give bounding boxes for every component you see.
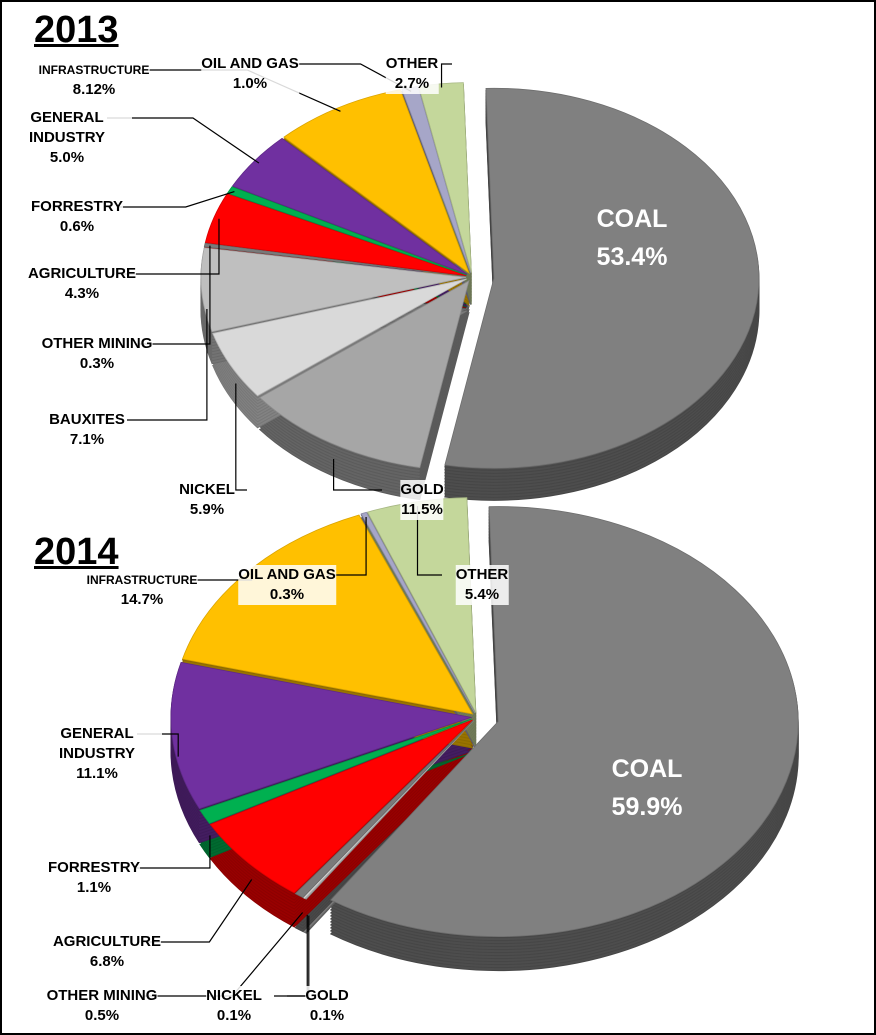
value-label: 0.6% bbox=[59, 218, 95, 235]
category-label: INFRASTRUCTURE bbox=[86, 573, 198, 587]
category-label: AGRICULTURE bbox=[52, 933, 162, 950]
category-label: NICKEL bbox=[206, 987, 262, 1004]
leader-line bbox=[416, 506, 442, 576]
slice-label: AGRICULTURE 6.8% bbox=[52, 932, 162, 972]
value-label: 2.7% bbox=[394, 75, 430, 92]
leader-line bbox=[122, 218, 220, 275]
category-label: OTHER MINING bbox=[41, 335, 153, 352]
value-label: 0.1% bbox=[216, 1007, 252, 1024]
slice-label: OIL AND GAS 1.0% bbox=[201, 54, 299, 94]
slice bbox=[199, 718, 472, 825]
leader-line bbox=[127, 308, 208, 421]
slice bbox=[212, 278, 467, 397]
slice-label: OTHER 2.7% bbox=[385, 54, 439, 94]
leader-line bbox=[142, 912, 304, 997]
value-label: 11.5% bbox=[401, 501, 443, 518]
value-label: 8.12% bbox=[72, 81, 116, 98]
slice-label: NICKEL 5.9% bbox=[179, 480, 235, 520]
slice-label: OTHER 5.4% bbox=[455, 565, 509, 605]
category-label: NICKEL bbox=[179, 481, 235, 498]
category-label: FORRESTRY bbox=[48, 859, 140, 876]
category-label: BAUXITES bbox=[49, 411, 125, 428]
leader-line bbox=[134, 835, 211, 869]
slice bbox=[226, 186, 467, 276]
slice-label: BAUXITES 7.1% bbox=[49, 410, 125, 450]
leader-line bbox=[235, 383, 247, 491]
slice-label: OTHER MINING 0.5% bbox=[46, 986, 158, 1026]
category-label: OIL AND GAS bbox=[201, 55, 299, 72]
slice bbox=[444, 87, 760, 469]
leader-line bbox=[440, 63, 452, 88]
leader-line bbox=[333, 458, 382, 491]
slice-label: NICKEL 0.1% bbox=[206, 986, 262, 1026]
slice-label: COAL 59.9% bbox=[612, 750, 683, 826]
pie-title: 2013 bbox=[34, 9, 119, 51]
value-label: 6.8% bbox=[89, 953, 125, 970]
value-label: 53.4% bbox=[596, 243, 668, 271]
slice-label: GOLD 11.5% bbox=[400, 480, 444, 520]
value-label: 7.1% bbox=[69, 431, 105, 448]
value-label: 0.1% bbox=[309, 1007, 345, 1024]
category-label: GOLD bbox=[305, 987, 349, 1004]
slice-label: FORRESTRY 0.6% bbox=[31, 197, 123, 237]
leader-line bbox=[107, 117, 260, 164]
category-label: COAL bbox=[611, 755, 683, 783]
slice-label: INFRASTRUCTURE 14.7% bbox=[86, 570, 198, 610]
leader-line bbox=[137, 245, 211, 345]
category-label: OTHER bbox=[455, 566, 509, 583]
slice-label: OIL AND GAS 0.3% bbox=[238, 565, 336, 605]
value-label: 1.0% bbox=[232, 75, 268, 92]
value-label: 0.3% bbox=[79, 355, 115, 372]
slice-label: GOLD 0.1% bbox=[305, 986, 349, 1026]
value-label: 4.3% bbox=[64, 285, 100, 302]
leader-line bbox=[327, 517, 367, 576]
pie-title: 2014 bbox=[34, 531, 119, 573]
value-label: 1.1% bbox=[76, 879, 112, 896]
category-label: FORRESTRY bbox=[31, 198, 123, 215]
slice-label: GENERAL INDUSTRY 5.0% bbox=[2, 108, 132, 168]
leader-line bbox=[117, 191, 235, 208]
value-label: 5.4% bbox=[464, 586, 500, 603]
slice bbox=[200, 247, 467, 333]
slice bbox=[294, 720, 474, 899]
slice bbox=[203, 242, 467, 277]
category-label: INFRASTRUCTURE bbox=[38, 63, 150, 77]
category-label: GOLD bbox=[400, 481, 444, 498]
slice bbox=[360, 511, 476, 714]
slice-label: AGRICULTURE 4.3% bbox=[27, 264, 137, 304]
category-label: OTHER MINING bbox=[46, 987, 158, 1004]
value-label: 14.7% bbox=[120, 591, 164, 608]
slice-label: OTHER MINING 0.3% bbox=[41, 334, 153, 374]
value-label: 59.9% bbox=[611, 793, 683, 821]
value-label: 5.9% bbox=[189, 501, 225, 518]
slice-label: FORRESTRY 1.1% bbox=[48, 858, 140, 898]
leader-line bbox=[147, 879, 253, 943]
value-label: 0.5% bbox=[84, 1007, 120, 1024]
category-label: COAL bbox=[596, 205, 668, 233]
value-label: 5.0% bbox=[49, 149, 85, 166]
slice bbox=[170, 661, 473, 810]
category-label: OTHER bbox=[385, 55, 439, 72]
category-label: OIL AND GAS bbox=[238, 566, 336, 583]
slice-label: GENERAL INDUSTRY 11.1% bbox=[32, 724, 162, 784]
category-label: GENERAL INDUSTRY bbox=[58, 725, 136, 762]
slice bbox=[259, 280, 470, 468]
slice-label: INFRASTRUCTURE 8.12% bbox=[38, 60, 150, 100]
value-label: 0.3% bbox=[269, 586, 305, 603]
slice-label: COAL 53.4% bbox=[597, 200, 668, 276]
category-label: GENERAL INDUSTRY bbox=[28, 109, 106, 146]
value-label: 11.1% bbox=[76, 765, 118, 782]
slice bbox=[209, 719, 473, 894]
category-label: AGRICULTURE bbox=[27, 265, 137, 282]
slice bbox=[330, 506, 799, 937]
